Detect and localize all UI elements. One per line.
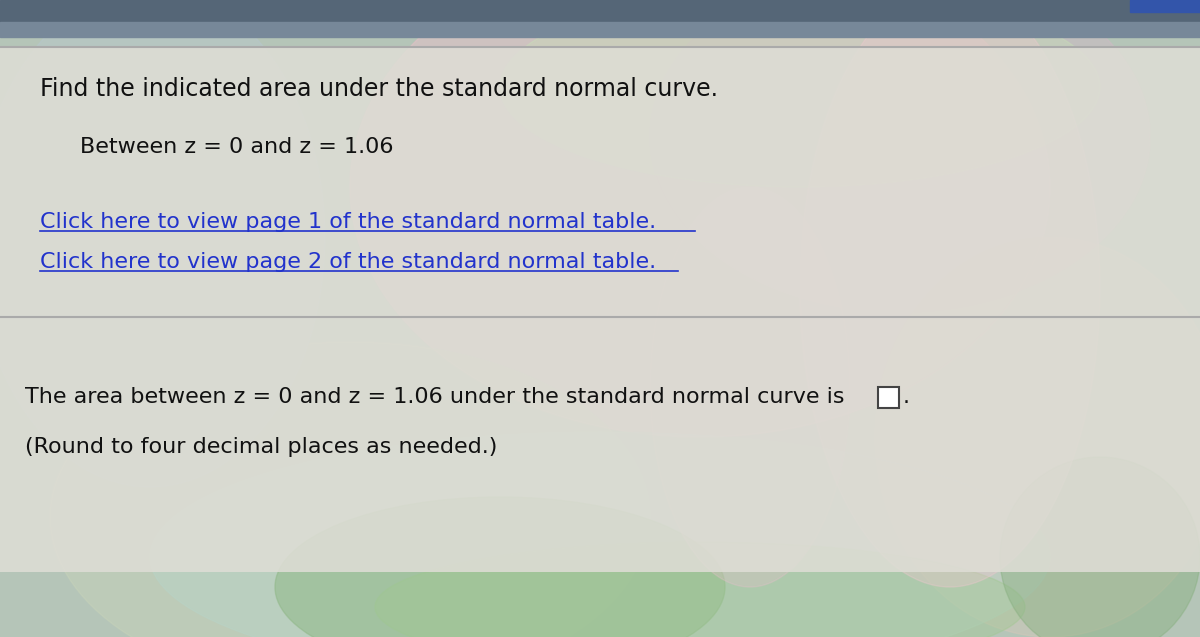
Bar	[1130, 0, 1200, 12]
Bar	[0, 317, 1200, 572]
Ellipse shape	[374, 542, 1025, 637]
Ellipse shape	[800, 0, 1100, 587]
Bar	[878, 387, 899, 408]
Ellipse shape	[650, 187, 850, 587]
Ellipse shape	[0, 0, 325, 487]
Bar	[0, 47, 1200, 317]
Bar	[0, 0, 1200, 22]
Ellipse shape	[275, 497, 725, 637]
Ellipse shape	[150, 432, 1050, 637]
Text: Between z = 0 and z = 1.06: Between z = 0 and z = 1.06	[80, 137, 394, 157]
Ellipse shape	[875, 237, 1200, 637]
Ellipse shape	[650, 0, 1150, 312]
Ellipse shape	[50, 342, 650, 637]
Ellipse shape	[350, 0, 1050, 437]
Bar	[0, 22, 1200, 37]
Text: The area between z = 0 and z = 1.06 under the standard normal curve is: The area between z = 0 and z = 1.06 unde…	[25, 387, 845, 407]
Text: .: .	[902, 387, 910, 407]
Text: (Round to four decimal places as needed.): (Round to four decimal places as needed.…	[25, 437, 497, 457]
Text: Click here to view page 1 of the standard normal table.: Click here to view page 1 of the standar…	[40, 212, 656, 232]
Ellipse shape	[500, 0, 1100, 187]
Text: Click here to view page 2 of the standard normal table.: Click here to view page 2 of the standar…	[40, 252, 656, 272]
Ellipse shape	[1000, 457, 1200, 637]
Text: Find the indicated area under the standard normal curve.: Find the indicated area under the standa…	[40, 77, 718, 101]
